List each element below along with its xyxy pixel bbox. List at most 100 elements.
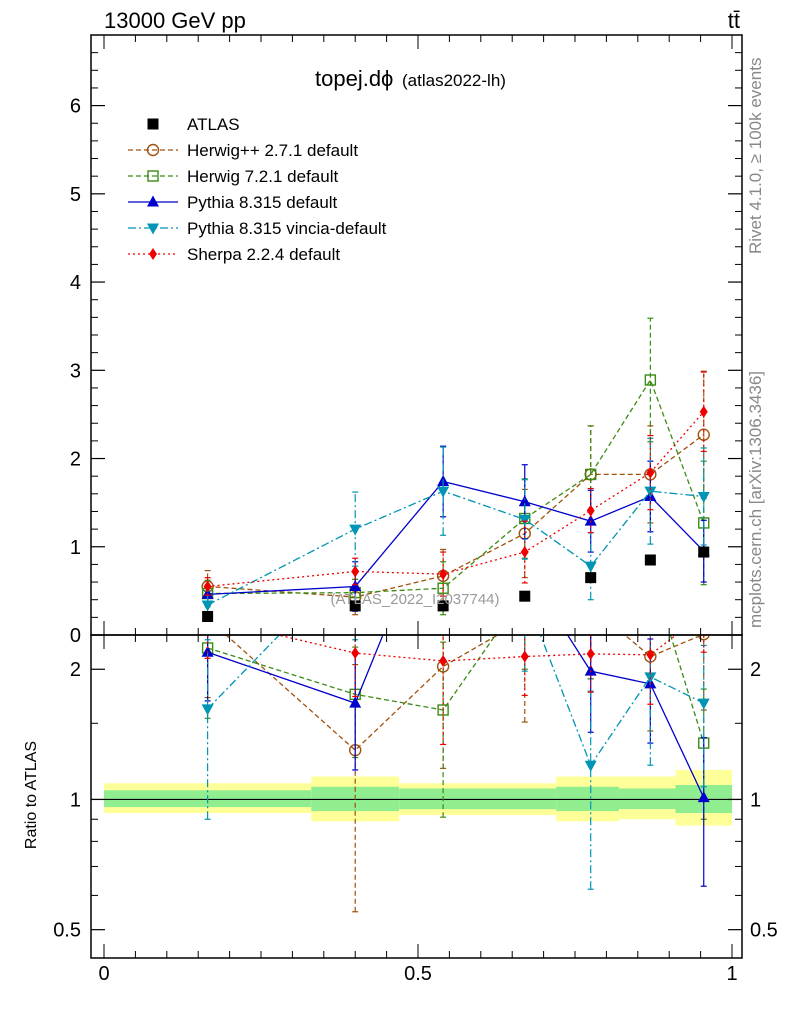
main-point bbox=[520, 546, 529, 559]
main-point bbox=[584, 514, 597, 526]
ratio-y-tick-label-right: 0.5 bbox=[750, 920, 778, 942]
legend-label: Herwig 7.2.1 default bbox=[187, 167, 338, 186]
legend-label: Sherpa 2.2.4 default bbox=[187, 245, 340, 264]
ratio-band-inner bbox=[618, 788, 676, 810]
main-point bbox=[585, 572, 597, 584]
main-series bbox=[203, 371, 708, 597]
main-point bbox=[202, 610, 214, 622]
main-point bbox=[699, 405, 708, 418]
chart-title: topej.dϕ bbox=[315, 66, 393, 91]
main-series-line bbox=[207, 490, 704, 606]
main-series bbox=[202, 546, 710, 622]
ratio-point bbox=[697, 791, 710, 803]
ratio-point bbox=[584, 664, 597, 676]
main-point bbox=[203, 580, 212, 593]
ratio-series bbox=[201, 635, 710, 887]
legend-marker bbox=[146, 143, 160, 157]
ratio-x-tick-label: 0 bbox=[98, 963, 109, 985]
main-point bbox=[585, 468, 597, 481]
legend-marker bbox=[147, 223, 159, 235]
ratio-point bbox=[697, 698, 710, 710]
ratio-point bbox=[201, 704, 214, 716]
legend-label: ATLAS bbox=[187, 115, 240, 134]
ratio-point bbox=[697, 635, 710, 641]
ratio-y-tick-label-right: 2 bbox=[750, 659, 761, 681]
ratio-point bbox=[586, 601, 596, 611]
legend: ATLAS Herwig++ 2.7.1 default Herwig 7.2.1 … bbox=[128, 115, 387, 264]
main-y-tick-label: 3 bbox=[70, 360, 81, 382]
main-point bbox=[584, 561, 597, 573]
main-point bbox=[349, 524, 362, 536]
ratio-series bbox=[204, 608, 708, 746]
main-point bbox=[698, 546, 710, 558]
main-point bbox=[518, 495, 531, 507]
watermark-label: (ATLAS_2022_I2037744) bbox=[330, 591, 499, 608]
energy-label: 13000 GeV pp bbox=[104, 8, 246, 33]
main-y-tick-label: 2 bbox=[70, 449, 81, 471]
ratio-point bbox=[519, 614, 530, 625]
main-point bbox=[439, 568, 448, 581]
ratio-point bbox=[585, 601, 596, 612]
chart-subtitle: (atlas2022-lh) bbox=[402, 71, 506, 90]
ratio-y-axis-label: Ratio to ATLAS bbox=[23, 741, 40, 849]
ratio-y-tick-label: 1 bbox=[70, 789, 81, 811]
main-point bbox=[519, 590, 531, 602]
ratio-point bbox=[349, 696, 362, 708]
main-panel: 0 1 2 3 4 5 6 bbox=[70, 34, 743, 647]
main-point bbox=[201, 600, 214, 612]
ratio-x-tick-label: 1 bbox=[726, 963, 737, 985]
main-point bbox=[644, 486, 657, 498]
main-point bbox=[646, 466, 655, 479]
main-y-tick-label: 1 bbox=[70, 537, 81, 559]
ratio-point bbox=[584, 760, 597, 772]
main-point bbox=[586, 504, 595, 517]
main-point bbox=[349, 579, 362, 591]
main-y-tick-label: 0 bbox=[70, 625, 81, 647]
main-point bbox=[518, 514, 531, 526]
legend-marker bbox=[147, 195, 159, 207]
ratio-point bbox=[586, 647, 595, 660]
ratio-series-line bbox=[275, 635, 678, 662]
legend-label: Herwig++ 2.7.1 default bbox=[187, 141, 358, 160]
legend-marker bbox=[149, 248, 157, 260]
ratio-point bbox=[520, 650, 529, 663]
main-point bbox=[437, 600, 449, 612]
main-series bbox=[201, 445, 710, 612]
rivet-version-label: Rivet 4.1.0, ≥ 100k events bbox=[746, 58, 765, 254]
ratio-point bbox=[700, 608, 708, 620]
ratio-bands bbox=[104, 769, 732, 826]
main-point bbox=[644, 554, 656, 566]
main-point bbox=[351, 565, 360, 578]
main-point bbox=[644, 374, 657, 386]
ratio-point bbox=[351, 647, 360, 660]
main-point bbox=[437, 486, 450, 498]
ratio-series-line bbox=[207, 635, 705, 798]
ratio-x-tick-label: 0.5 bbox=[404, 963, 432, 985]
main-y-tick-label: 5 bbox=[70, 184, 81, 206]
ratio-series-line bbox=[207, 635, 705, 767]
ratio-panel: 0 0.5 1 0.5 0.5 1 1 2 2 bbox=[53, 565, 778, 985]
ratio-y-tick-label: 0.5 bbox=[53, 920, 81, 942]
main-point bbox=[437, 582, 449, 594]
main-series-line bbox=[207, 378, 705, 595]
ratio-point bbox=[646, 648, 655, 661]
ratio-point bbox=[439, 654, 448, 667]
main-point bbox=[349, 600, 361, 612]
legend-label: Pythia 8.315 vincia-default bbox=[187, 219, 387, 238]
legend-label: Pythia 8.315 default bbox=[187, 193, 338, 212]
main-series-line bbox=[207, 411, 705, 588]
ratio-point bbox=[201, 645, 214, 657]
main-y-tick-label: 4 bbox=[70, 272, 81, 294]
ratio-point bbox=[645, 565, 655, 575]
ratio-frame bbox=[90, 634, 743, 959]
legend-marker bbox=[147, 118, 159, 130]
main-series-line bbox=[207, 434, 705, 598]
main-point bbox=[697, 491, 710, 503]
mcplots-label: mcplots.cern.ch [arXiv:1306.3436] bbox=[746, 371, 765, 628]
ratio-y-tick-label: 2 bbox=[70, 659, 81, 681]
ratio-point bbox=[437, 704, 449, 716]
ratio-y-tick-label-right: 1 bbox=[750, 789, 761, 811]
main-series bbox=[201, 317, 710, 616]
process-label: tt̄ bbox=[728, 8, 740, 33]
